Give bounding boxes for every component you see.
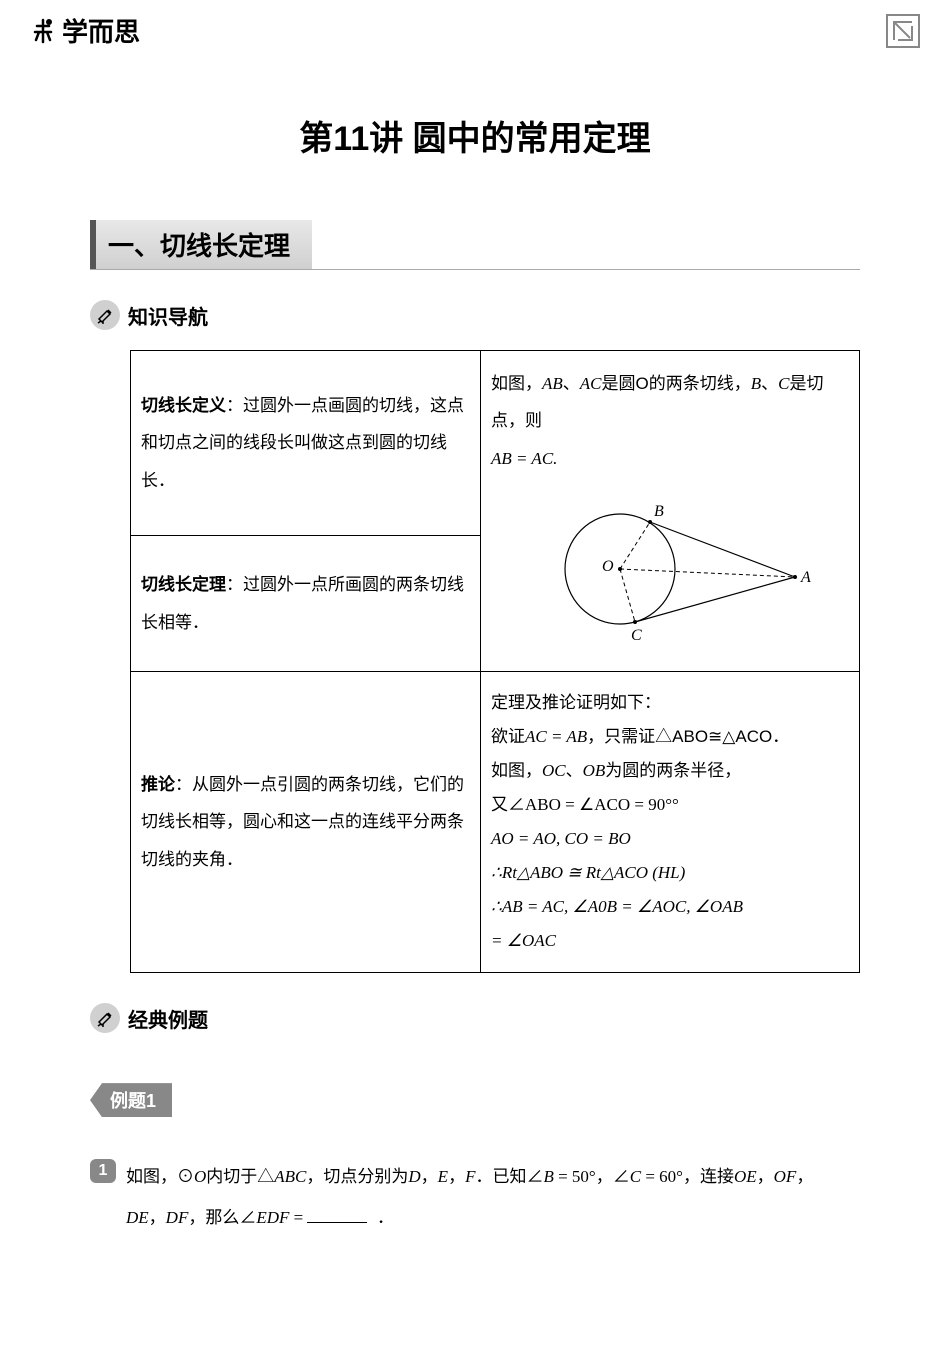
knowledge-nav-header: 知识导航 — [90, 300, 860, 330]
section-title: 一、切线长定理 — [90, 220, 312, 269]
telescope-icon — [90, 1003, 120, 1033]
diagram-cell: 如图，AB、AC是圆O的两条切线，B、C是切点，则 AB = AC. O A B… — [481, 351, 860, 672]
svg-text:C: C — [631, 627, 642, 644]
examples-title: 经典例题 — [128, 1004, 208, 1033]
corollary-cell: 推论：从圆外一点引圆的两条切线，它们的切线长相等，圆心和这一点的连线平分两条切线… — [131, 672, 481, 973]
logo-icon — [30, 18, 56, 44]
svg-text:A: A — [800, 569, 811, 586]
theorem-table: 切线长定义：过圆外一点画圆的切线，这点和切点之间的线段长叫做这点到圆的切线长． … — [130, 350, 860, 973]
nav-title: 知识导航 — [128, 301, 208, 330]
problem-number: 1 — [90, 1159, 116, 1183]
examples-header: 经典例题 — [90, 1003, 860, 1033]
logo-text: 学而思 — [62, 12, 140, 49]
tangent-diagram: O A B C — [520, 487, 820, 647]
section-header: 一、切线长定理 — [90, 220, 860, 270]
page-header: 学而思 — [0, 0, 950, 61]
problem-1: 1 如图，⊙O内切于△ABC，切点分别为D，E，F．已知∠B = 50°，∠C … — [90, 1157, 860, 1239]
problem-text: 如图，⊙O内切于△ABC，切点分别为D，E，F．已知∠B = 50°，∠C = … — [126, 1157, 813, 1239]
svg-text:O: O — [602, 558, 614, 575]
logo: 学而思 — [30, 12, 140, 49]
telescope-icon — [90, 300, 120, 330]
corner-icon — [886, 14, 920, 48]
proof-cell: 定理及推论证明如下： 欲证AC = AB，只需证△ABO≅△ACO． 如图，OC… — [481, 672, 860, 973]
theorem-cell: 切线长定理：过圆外一点所画圆的两条切线长相等． — [131, 536, 481, 672]
answer-blank[interactable] — [307, 1206, 367, 1223]
definition-cell: 切线长定义：过圆外一点画圆的切线，这点和切点之间的线段长叫做这点到圆的切线长． — [131, 351, 481, 536]
svg-text:B: B — [654, 503, 664, 520]
page-title: 第11讲 圆中的常用定理 — [0, 111, 950, 160]
example-badge: 例题1 — [90, 1083, 172, 1117]
